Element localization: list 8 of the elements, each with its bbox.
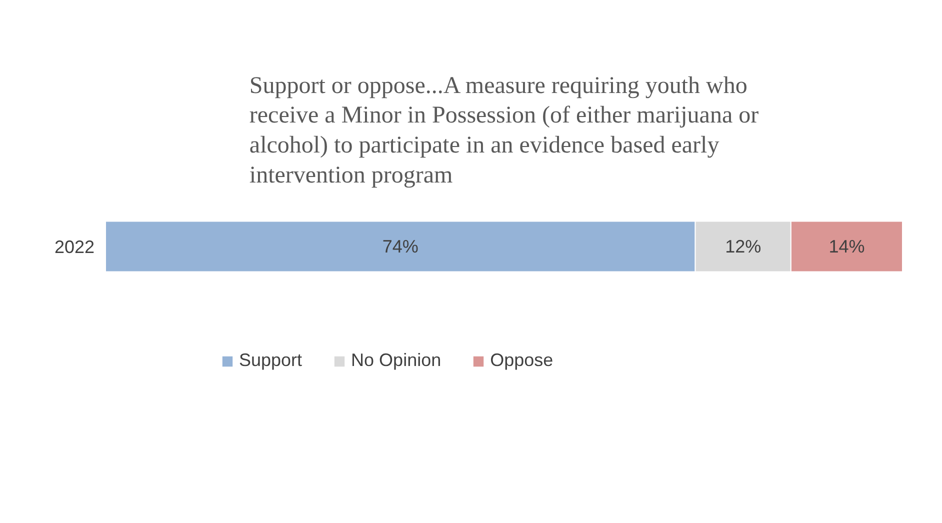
legend-label: No Opinion (351, 350, 442, 371)
data-label: 14% (828, 236, 865, 256)
legend-label: Oppose (490, 350, 554, 371)
data-label: 74% (382, 236, 418, 256)
data-label: 12% (725, 236, 762, 256)
chart-title: Support or oppose...A measure requiring youth who receive a Minor in Possession (of either marijuana or alcohol) to participate in an evidence based early intervention program (249, 72, 759, 188)
legend-label: Support (239, 350, 302, 371)
y-tick-label: 2022 (54, 237, 95, 257)
